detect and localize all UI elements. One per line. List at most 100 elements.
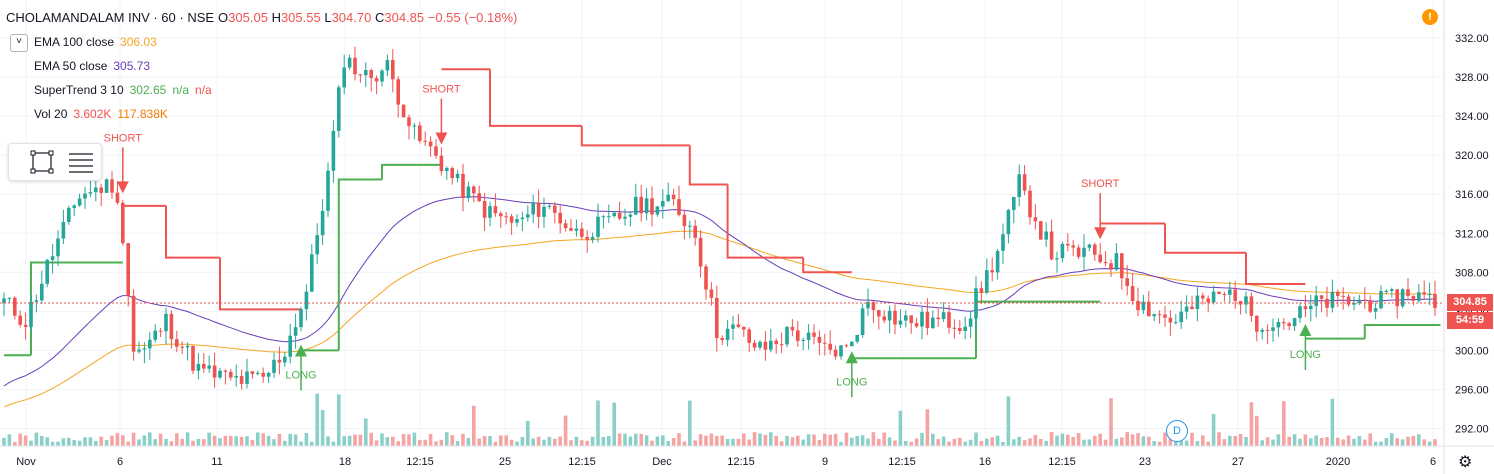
volume-bar [1147, 436, 1151, 446]
volume-bar [850, 437, 854, 446]
candle-body [94, 187, 98, 193]
indicator-ema50[interactable]: EMA 50 close 305.73 [6, 54, 517, 78]
volume-bar [337, 394, 341, 446]
indicator-supertrend[interactable]: SuperTrend 3 10 302.65 n/a n/a [6, 78, 517, 102]
volume-bar [1260, 440, 1264, 446]
volume-bar [380, 433, 384, 446]
volume-bar [574, 436, 579, 446]
candle-body [769, 340, 773, 350]
volume-bar [266, 435, 271, 446]
candle-body [288, 335, 292, 357]
volume-bar [61, 438, 66, 446]
volume-bar [67, 437, 71, 446]
candle-body [1222, 294, 1227, 296]
candle-body [477, 193, 481, 202]
dividend-marker[interactable]: D [1166, 420, 1188, 442]
volume-bar [1125, 432, 1129, 446]
candle-body [445, 167, 449, 172]
candle-body [358, 74, 363, 76]
time-tick-label: 2020 [1326, 456, 1350, 468]
volume-bar [585, 440, 589, 446]
candle-body [904, 315, 908, 321]
candle-body [499, 213, 503, 217]
rectangle-tool-icon[interactable] [30, 150, 54, 174]
candle-body [1066, 243, 1070, 246]
candle-body [380, 70, 384, 82]
candle-body [801, 339, 805, 341]
volume-bar [488, 435, 492, 446]
candle-body [601, 216, 606, 218]
time-axis: Nov 6 11 18 12:15 25 12:15 Dec 12:15 9 12:15 16 12:1… [16, 456, 1436, 468]
candle-body [1271, 327, 1275, 331]
volume-bar [526, 420, 530, 446]
candle-body [574, 228, 579, 231]
volume-bar [1341, 439, 1345, 446]
volume-bar [218, 438, 222, 446]
volume-bar [223, 435, 228, 446]
volume-bar [1368, 433, 1372, 446]
volume-bar [823, 433, 827, 446]
volume-bar [563, 415, 568, 446]
volume-bar [1411, 435, 1416, 446]
candle-body [115, 192, 120, 203]
volume-bar [601, 436, 606, 446]
candle-body [914, 323, 919, 327]
candle-body [515, 219, 519, 223]
ema50-name: EMA 50 close [34, 59, 108, 73]
volume-bar [693, 440, 697, 446]
settings-lines-icon[interactable] [69, 153, 93, 173]
indicator-ema100[interactable]: ˅ EMA 100 close 306.03 [6, 30, 517, 54]
candle-body [493, 206, 498, 214]
volume-bar [1044, 440, 1048, 446]
candle-body [148, 339, 152, 349]
volume-bar [1303, 434, 1308, 446]
volume-bar [558, 436, 562, 446]
alert-icon[interactable]: ! [1422, 9, 1438, 25]
volume-bar [520, 437, 525, 446]
price-tick-label: 324.00 [1455, 111, 1489, 123]
volume-bar [1233, 435, 1237, 446]
volume-bar [72, 440, 76, 446]
candle-body [401, 104, 406, 118]
candle-body [774, 340, 778, 345]
volume-bar [1330, 398, 1335, 446]
volume-bar [1255, 415, 1259, 446]
volume-bar [466, 437, 471, 446]
candle-body [256, 372, 260, 374]
candle-body [34, 300, 39, 302]
volume-bar [725, 439, 730, 446]
candle-body [1071, 245, 1075, 248]
long-signal-label: LONG [285, 369, 316, 381]
volume-bar [1195, 441, 1200, 446]
volume-bar [1400, 439, 1405, 446]
candle-body [45, 259, 49, 284]
volume-bar [353, 434, 357, 446]
collapse-legend-button[interactable]: ˅ [10, 34, 28, 52]
volume-bar [299, 441, 303, 446]
candle-body [1109, 263, 1113, 270]
candle-body [677, 199, 681, 215]
volume-bar [817, 439, 822, 446]
candle-body [1130, 286, 1135, 302]
time-tick-label: 11 [211, 456, 222, 468]
volume-bar [1228, 435, 1232, 446]
volume-bar [423, 439, 427, 446]
volume-bar [239, 436, 244, 446]
volume-bar [407, 434, 411, 446]
long-signal-label: LONG [1290, 349, 1321, 361]
gear-icon[interactable]: ⚙ [1458, 454, 1473, 471]
ema50-value: 305.73 [113, 59, 151, 73]
candle-body [628, 214, 633, 217]
volume-bar [985, 438, 989, 446]
candle-body [337, 87, 341, 131]
toolbar-icons [30, 150, 93, 174]
candle-body [1012, 196, 1016, 210]
volume-bar [698, 434, 703, 446]
candle-body [369, 70, 373, 79]
symbol-title[interactable]: CHOLAMANDALAM INV · 60 · NSE [6, 10, 215, 25]
indicator-volume[interactable]: Vol 20 3.602K 117.838K [6, 102, 517, 126]
volume-bar [769, 432, 773, 446]
volume-bar [882, 432, 886, 446]
candle-body [866, 301, 870, 309]
